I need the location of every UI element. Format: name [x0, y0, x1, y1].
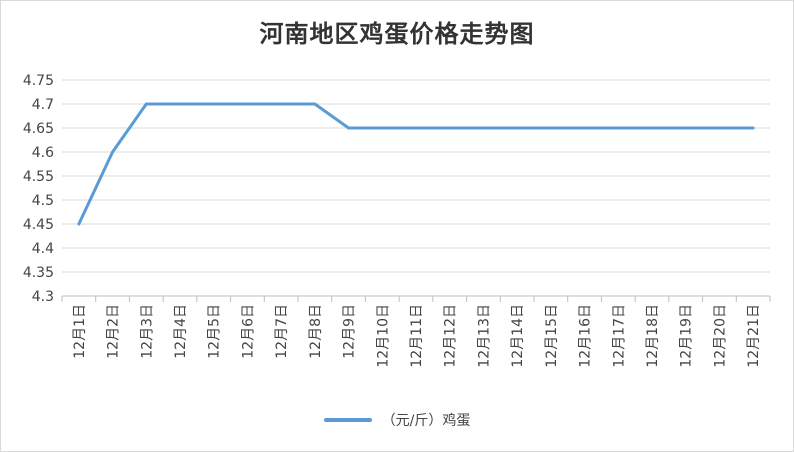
x-tick-label: 12月1日	[72, 304, 88, 359]
y-tick-label: 4.55	[23, 169, 54, 185]
y-tick-label: 4.3	[32, 289, 54, 305]
x-tick-label: 12月13日	[476, 304, 492, 368]
y-tick-label: 4.6	[32, 145, 54, 161]
x-tick-label: 12月7日	[274, 304, 290, 359]
chart-title: 河南地区鸡蛋价格走势图	[259, 19, 535, 48]
x-tick-label: 12月20日	[712, 304, 728, 368]
x-tick-label: 12月5日	[207, 304, 223, 359]
x-tick-label: 12月16日	[578, 304, 594, 368]
x-tick-label: 12月10日	[375, 304, 391, 368]
y-tick-label: 4.4	[32, 241, 54, 257]
y-tick-label: 4.35	[23, 265, 54, 281]
y-tick-label: 4.45	[23, 217, 54, 233]
x-tick-label: 12月6日	[240, 304, 256, 359]
x-tick-label: 12月14日	[510, 304, 526, 368]
x-tick-label: 12月3日	[139, 304, 155, 359]
x-tick-label: 12月21日	[746, 304, 762, 368]
legend: （元/斤）鸡蛋	[0, 410, 794, 430]
y-tick-label: 4.75	[23, 73, 54, 89]
x-tick-label: 12月11日	[409, 304, 425, 368]
x-tick-label: 12月17日	[611, 304, 627, 368]
y-tick-label: 4.5	[32, 193, 54, 209]
x-tick-label: 12月15日	[544, 304, 560, 368]
x-tick-label: 12月9日	[342, 304, 358, 359]
x-tick-label: 12月8日	[308, 304, 324, 359]
x-tick-label: 12月12日	[443, 304, 459, 368]
x-tick-label: 12月4日	[173, 304, 189, 359]
x-tick-label: 12月18日	[645, 304, 661, 368]
x-tick-label: 12月2日	[106, 304, 122, 359]
y-tick-label: 4.7	[32, 97, 54, 113]
x-tick-label: 12月19日	[679, 304, 695, 368]
legend-swatch	[323, 418, 372, 422]
series-line	[77, 102, 755, 226]
y-tick-label: 4.65	[23, 121, 54, 137]
legend-label: （元/斤）鸡蛋	[381, 413, 471, 429]
